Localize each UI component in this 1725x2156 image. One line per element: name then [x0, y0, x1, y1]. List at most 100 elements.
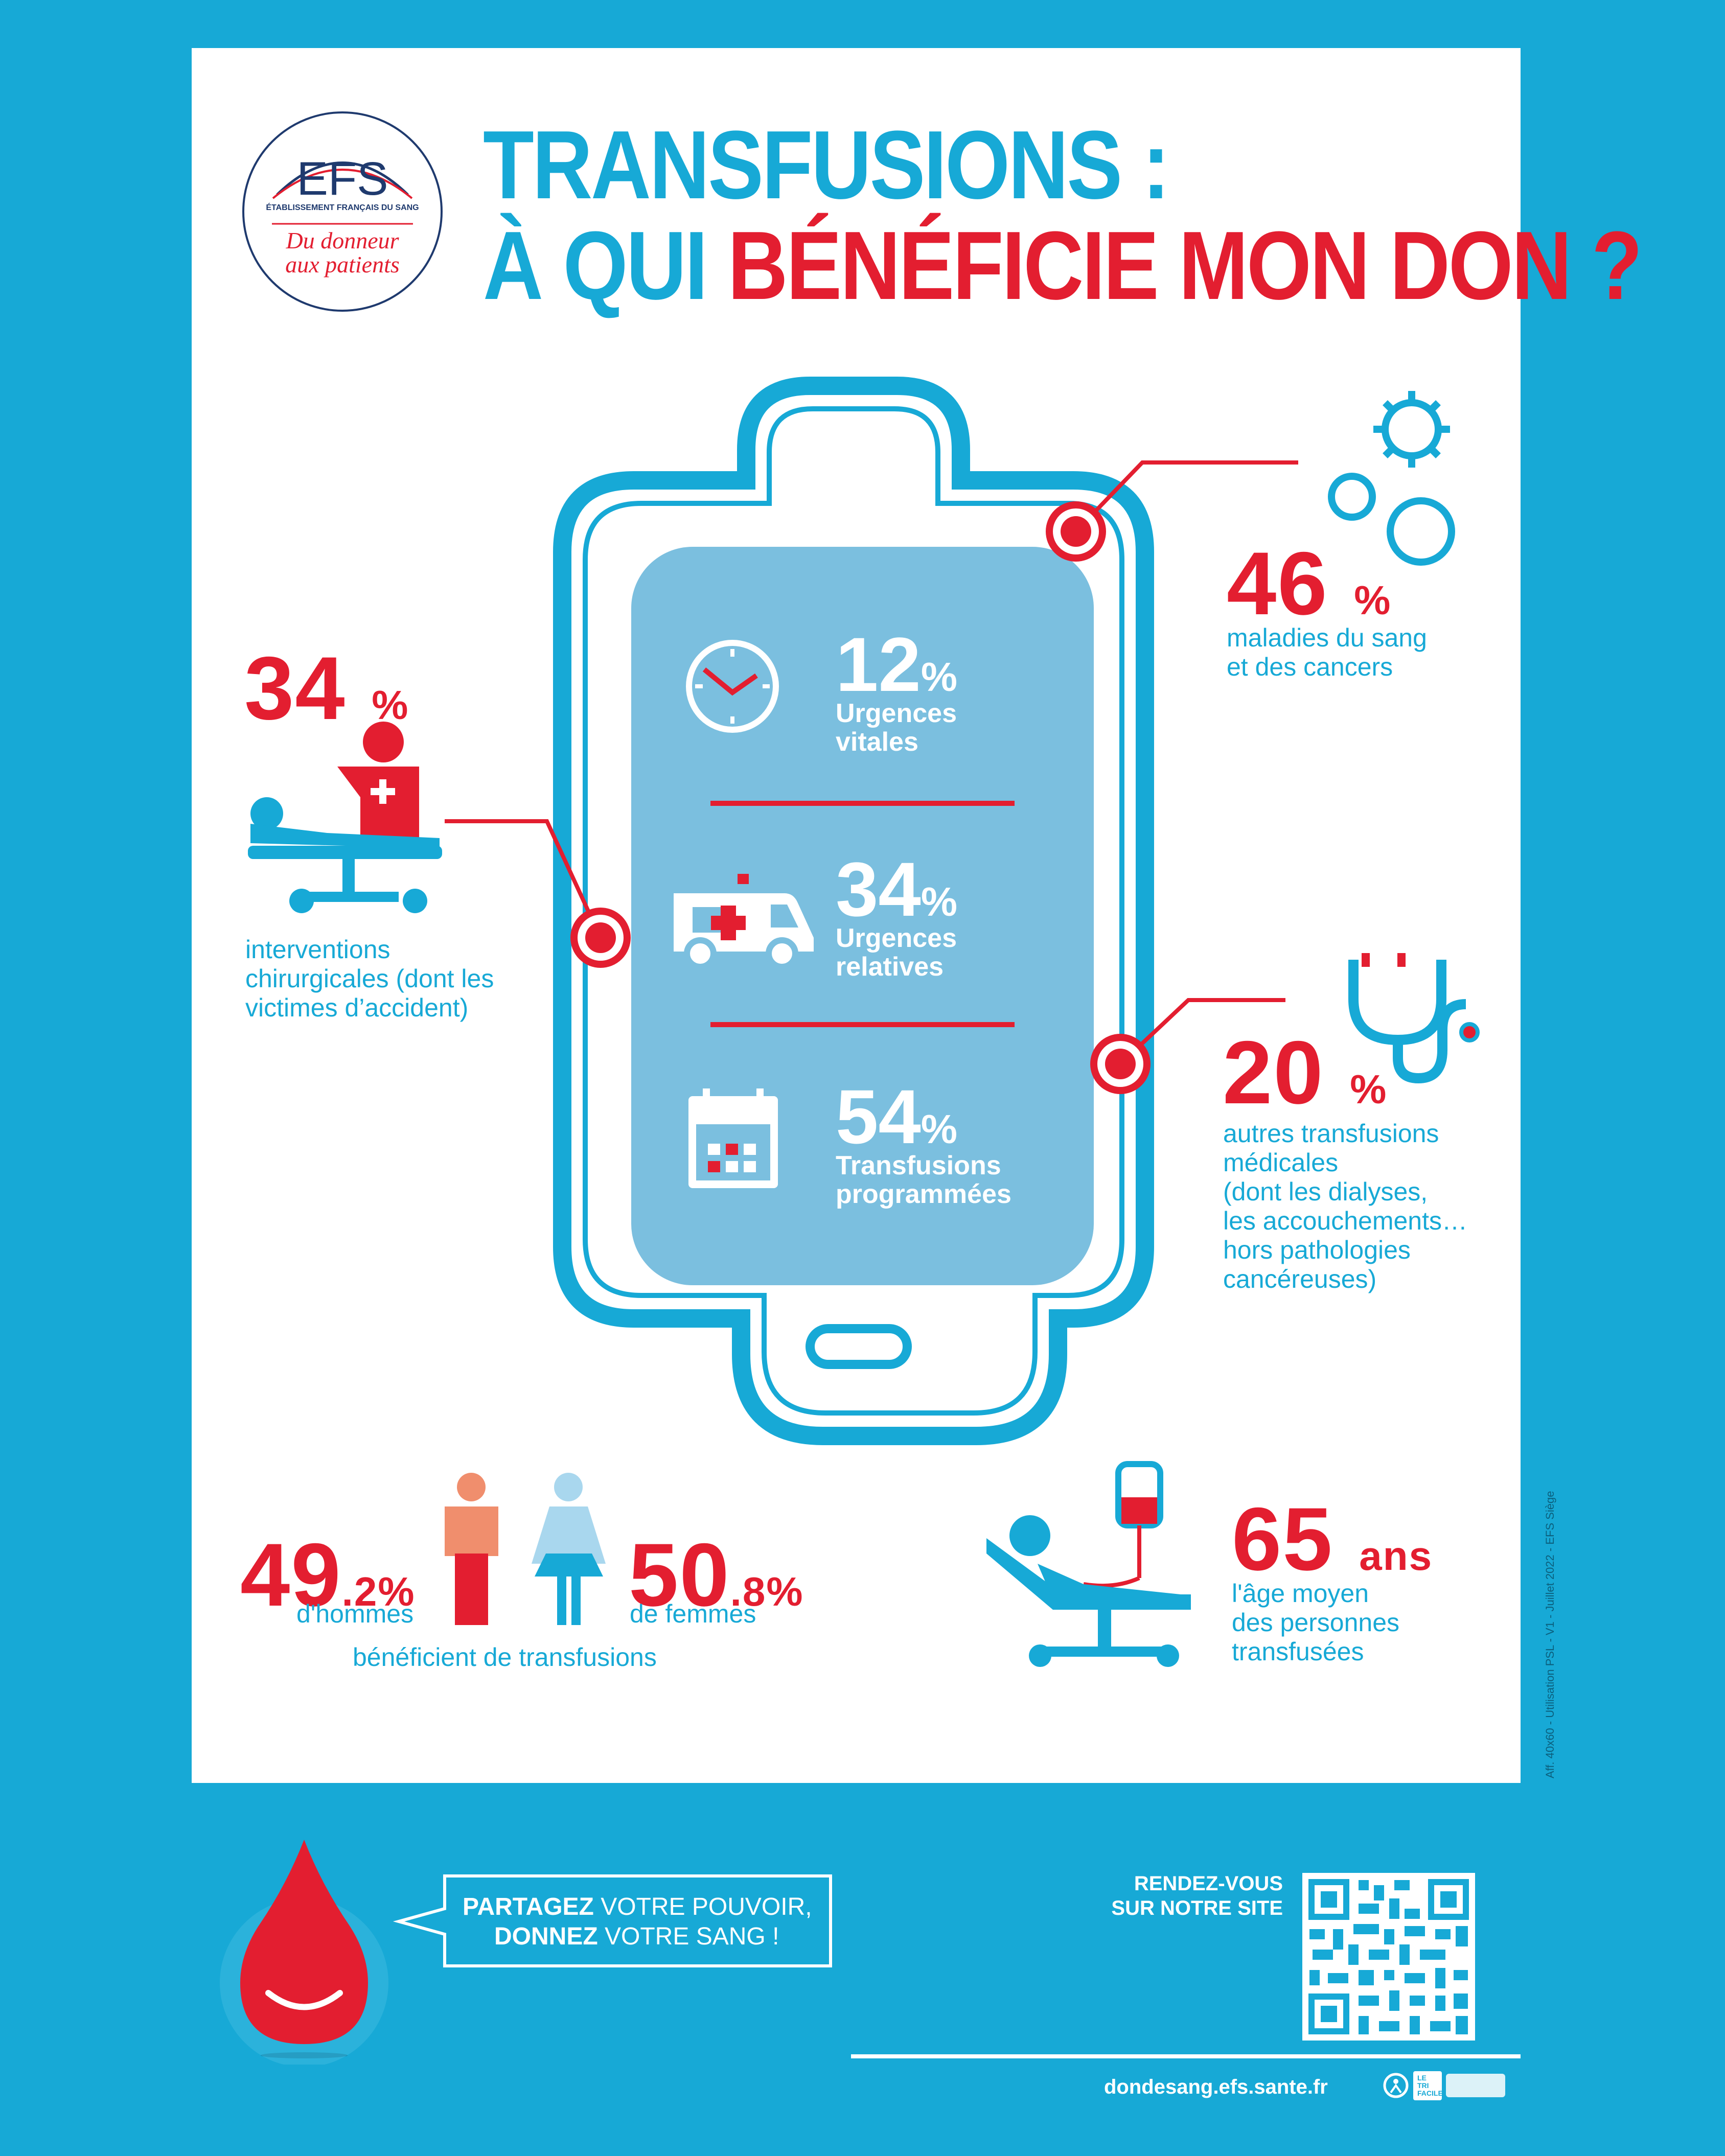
title-line-2-red: BÉNÉFICIE MON DON ?: [727, 212, 1643, 320]
stat-surgery-unit: %: [372, 682, 409, 728]
bag-port: [806, 1324, 912, 1369]
stat-scheduled: 54%: [836, 1078, 957, 1155]
bubble-line-2: DONNEZ VOTRE SANG !: [463, 1922, 812, 1952]
desc-line: chirurgicales (dont les: [245, 964, 494, 993]
desc-line: des personnes: [1232, 1608, 1400, 1637]
gender-caption: bénéficient de transfusions: [353, 1643, 657, 1672]
desc-line: (dont les dialyses,: [1223, 1177, 1428, 1206]
connector-surgery: [445, 819, 631, 968]
stat-scheduled-unit: %: [921, 1106, 957, 1152]
stat-age-value: 65: [1232, 1490, 1333, 1589]
stat-vital-emergency-label: Urgences vitales: [836, 699, 957, 756]
transfusion-chair-icon: [986, 1461, 1191, 1667]
stat-surgery-value: 34: [244, 639, 346, 738]
stat-other-medical-desc: autres transfusions médicales (dont les …: [1223, 1119, 1467, 1294]
calendar-icon: [688, 1088, 778, 1188]
stat-blood-cancer-unit: %: [1354, 577, 1392, 623]
logo-subtitle: ÉTABLISSEMENT FRANÇAIS DU SANG: [266, 203, 419, 212]
desc-line: et des cancers: [1227, 653, 1393, 681]
label-line: Urgences: [836, 923, 957, 953]
stat-blood-cancer: 46 %: [1227, 539, 1391, 629]
site-line-2: SUR NOTRE SITE: [1111, 1897, 1283, 1919]
desc-line: médicales: [1223, 1148, 1339, 1177]
footer-divider: [851, 2054, 1521, 2058]
stat-relative-emergency-label: Urgences relatives: [836, 924, 957, 981]
stat-vital-emergency: 12%: [836, 626, 957, 703]
stat-relative-emergency-value: 34: [836, 846, 921, 932]
tri-facile-bar: [1446, 2074, 1505, 2097]
stat-women: 50.8%: [629, 1531, 804, 1620]
efs-logo: EFS ÉTABLISSEMENT FRANÇAIS DU SANG Du do…: [241, 110, 444, 313]
tri-facile-label: LE TRI FACILE: [1413, 2071, 1443, 2100]
label-line: Transfusions: [836, 1151, 1001, 1180]
site-url[interactable]: dondesang.efs.sante.fr: [1104, 2076, 1328, 2098]
stat-age: 65 ans: [1232, 1495, 1433, 1584]
tri-facile-badge: LE TRI FACILE: [1383, 2071, 1505, 2100]
stat-age-unit: ans: [1359, 1533, 1433, 1579]
bubble-line-1: PARTAGEZ VOTRE POUVOIR,: [463, 1892, 812, 1922]
site-invite: RENDEZ-VOUS SUR NOTRE SITE: [1089, 1871, 1283, 1920]
stat-women-decimal: .8%: [730, 1569, 804, 1614]
desc-line: transfusées: [1232, 1637, 1364, 1666]
stat-surgery-desc: interventions chirurgicales (dont les vi…: [245, 935, 494, 1023]
stat-relative-emergency: 34%: [836, 851, 957, 928]
logo-brand: EFS: [296, 153, 388, 205]
logo-tagline-2: aux patients: [285, 251, 400, 277]
logo-tagline-1: Du donneur: [286, 227, 399, 253]
title-line-1: TRANSFUSIONS :: [483, 111, 1170, 219]
stat-men-decimal: .2%: [341, 1569, 416, 1614]
speech-bubble: [393, 1874, 832, 1967]
woman-icon: [532, 1473, 606, 1625]
desc-line: victimes d’accident): [245, 993, 469, 1022]
qr-code-icon[interactable]: [1302, 1873, 1475, 2041]
stat-men-label: d'hommes: [296, 1599, 414, 1628]
clock-icon: [686, 640, 779, 733]
stat-surgery: 34 %: [244, 644, 409, 733]
bag-outer-outline: [553, 377, 1154, 1445]
desc-line: cancéreuses): [1223, 1265, 1377, 1293]
desc-line: les accouchements…: [1223, 1207, 1468, 1235]
stat-vital-emergency-value: 12: [836, 621, 921, 707]
label-line: Urgences: [836, 699, 957, 728]
site-line-1: RENDEZ-VOUS: [1134, 1872, 1283, 1895]
stat-relative-emergency-unit: %: [921, 879, 957, 924]
virus-icon: [1328, 391, 1455, 566]
desc-line: l'âge moyen: [1232, 1579, 1369, 1608]
recycle-icon: [1383, 2073, 1409, 2098]
bag-inner-outline: [583, 406, 1124, 1416]
stat-age-desc: l'âge moyen des personnes transfusées: [1232, 1579, 1399, 1666]
bubble-text: PARTAGEZ VOTRE POUVOIR, DONNEZ VOTRE SAN…: [463, 1892, 812, 1952]
stat-other-medical: 20 %: [1223, 1028, 1387, 1118]
man-icon: [445, 1473, 498, 1625]
stat-scheduled-label: Transfusions programmées: [836, 1151, 1011, 1209]
bubble-rest-2: VOTRE SANG !: [597, 1923, 779, 1950]
stat-vital-emergency-unit: %: [921, 654, 957, 700]
side-note: Aff. 40x60 - Utilisation PSL - V1 - Juil…: [1544, 1491, 1556, 1779]
bubble-rest-1: VOTRE POUVOIR,: [593, 1893, 812, 1920]
surgery-icon: [248, 722, 442, 913]
stethoscope-icon: [1348, 953, 1480, 1084]
stat-blood-cancer-desc: maladies du sang et des cancers: [1227, 623, 1427, 682]
stat-women-value: 50: [629, 1525, 730, 1625]
ambulance-icon: [674, 874, 814, 970]
label-line: vitales: [836, 727, 918, 757]
desc-line: hors pathologies: [1223, 1236, 1411, 1264]
stat-blood-cancer-value: 46: [1227, 534, 1328, 634]
desc-line: maladies du sang: [1227, 623, 1427, 652]
title-line-2-blue: À QUI: [483, 212, 708, 320]
blood-drop-icon: [220, 1840, 388, 2065]
stat-men: 49.2%: [240, 1531, 416, 1620]
connector-blood-cancer: [1046, 460, 1298, 562]
label-line: relatives: [836, 952, 944, 982]
logo-circle-icon: [242, 111, 443, 312]
bubble-bold-1: PARTAGEZ: [463, 1893, 594, 1920]
stat-scheduled-value: 54: [836, 1074, 921, 1160]
stat-women-label: de femmes: [630, 1599, 756, 1628]
stat-men-value: 49: [240, 1525, 342, 1625]
stat-other-medical-unit: %: [1350, 1067, 1388, 1112]
title-line-2: À QUI BÉNÉFICIE MON DON ?: [483, 217, 1643, 314]
desc-line: autres transfusions: [1223, 1119, 1439, 1148]
connector-other-medical: [1090, 998, 1285, 1094]
bubble-bold-2: DONNEZ: [494, 1923, 598, 1950]
